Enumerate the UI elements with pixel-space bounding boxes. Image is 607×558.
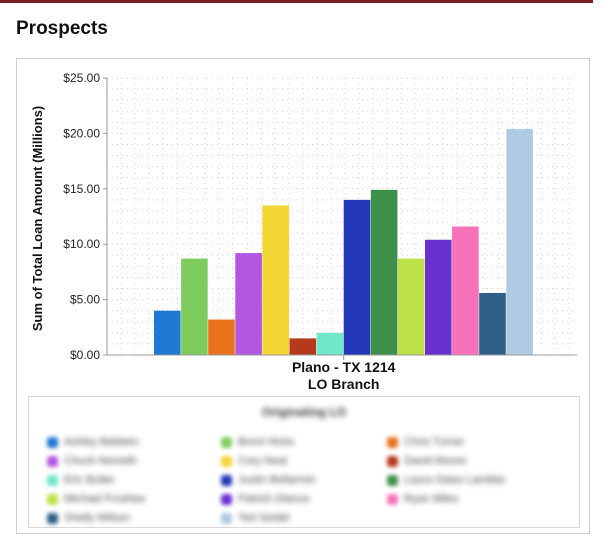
legend-item[interactable]: Ashley Baldwin	[47, 434, 139, 450]
bar[interactable]	[479, 292, 506, 355]
y-tick-label: $10.00	[63, 237, 100, 251]
legend-swatch	[221, 474, 232, 486]
legend-swatch	[221, 493, 232, 505]
bar[interactable]	[289, 338, 317, 355]
legend-item[interactable]: Cory Neal	[221, 453, 287, 469]
x-tick-label: Plano - TX 1214	[292, 359, 396, 375]
legend-item[interactable]: Chuck Nemeth	[47, 453, 137, 469]
legend-swatch	[221, 455, 232, 467]
legend-swatch	[47, 493, 58, 505]
bar[interactable]	[181, 258, 208, 355]
y-tick-label: $5.00	[70, 293, 100, 307]
legend-swatch	[221, 436, 232, 448]
legend-label: Ryan Miles	[404, 493, 459, 505]
legend-label: Justin Bellarmin	[238, 474, 316, 486]
bar[interactable]	[343, 199, 371, 355]
bar[interactable]	[316, 332, 344, 355]
legend-item[interactable]: David Moore	[387, 453, 466, 469]
legend-label: Shelly Wilson	[64, 512, 131, 524]
legend-item[interactable]: Laura Glass Lambke	[387, 472, 506, 488]
legend-label: Ted Seidel	[238, 512, 290, 524]
legend-label: Chris Turner	[404, 436, 465, 448]
legend-swatch	[387, 474, 398, 486]
legend-swatch	[387, 493, 398, 505]
bar[interactable]	[506, 128, 533, 355]
legend-item[interactable]: Michael Froshee	[47, 491, 145, 507]
legend-item[interactable]: Chris Turner	[387, 434, 465, 450]
legend-label: Cory Neal	[238, 455, 287, 467]
legend-item[interactable]: Shelly Wilson	[47, 510, 130, 526]
bar[interactable]	[262, 205, 289, 355]
legend-swatch	[47, 512, 58, 524]
legend-swatch	[47, 474, 58, 486]
bar[interactable]	[452, 226, 479, 355]
legend-item[interactable]: Ryan Miles	[387, 491, 458, 507]
legend-label: Eric Butler	[64, 474, 115, 486]
y-tick-label: $25.00	[63, 71, 100, 85]
legend-item[interactable]: Brent Hicks	[221, 434, 294, 450]
bar[interactable]	[425, 239, 452, 355]
legend-swatch	[387, 455, 398, 467]
x-axis-label: LO Branch	[308, 376, 380, 392]
bar[interactable]	[208, 319, 235, 355]
bar[interactable]	[370, 189, 398, 355]
y-tick-label: $20.00	[63, 126, 100, 140]
legend-label: Patrick Glance	[238, 493, 310, 505]
y-axis-label: Sum of Total Loan Amount (Millions)	[30, 106, 45, 331]
y-tick-label: $0.00	[70, 348, 100, 362]
legend-swatch	[387, 436, 398, 448]
legend-label: Michael Froshee	[64, 493, 146, 505]
bar[interactable]	[397, 258, 425, 355]
legend-item[interactable]: Eric Butler	[47, 472, 115, 488]
page-title: Prospects	[16, 18, 108, 39]
header-rule	[0, 0, 593, 3]
legend-label: Ashley Baldwin	[64, 436, 139, 448]
legend-label: Chuck Nemeth	[64, 455, 137, 467]
legend-swatch	[221, 512, 232, 524]
bar[interactable]	[235, 253, 262, 355]
y-tick-label: $15.00	[63, 182, 100, 196]
legend-label: Brent Hicks	[238, 436, 295, 448]
chart-legend: Originating LO Ashley Baldwin Brent Hicks…	[28, 396, 580, 528]
legend-swatch	[47, 436, 58, 448]
legend-item[interactable]: Ted Seidel	[221, 510, 289, 526]
bar[interactable]	[154, 310, 181, 355]
legend-swatch	[47, 455, 58, 467]
legend-title: Originating LO	[262, 405, 346, 419]
loan-amount-chart: $0.00 $5.00 $10.00 $15.00 $20.00 $25.00 Plano …	[30, 71, 577, 392]
legend-label: Laura Glass Lambke	[404, 474, 506, 486]
legend-label: David Moore	[404, 455, 467, 467]
legend-item[interactable]: Patrick Glance	[221, 491, 310, 507]
legend-item[interactable]: Justin Bellarmin	[221, 472, 316, 488]
